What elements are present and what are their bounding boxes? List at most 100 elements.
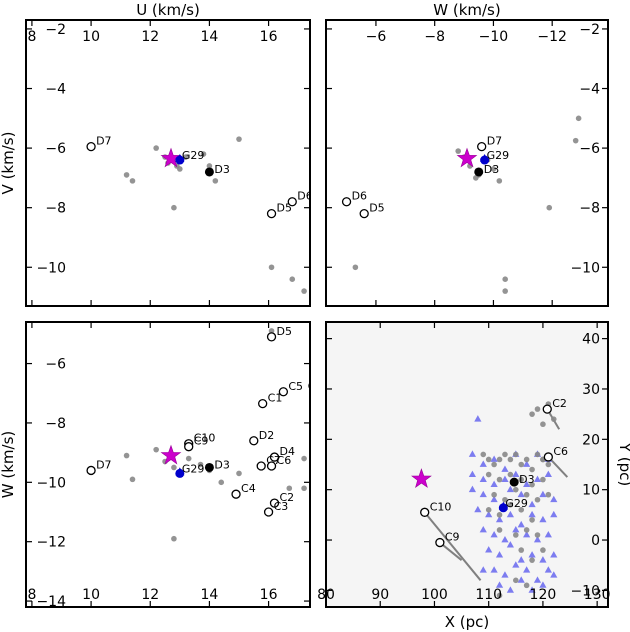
point-label: D6 xyxy=(297,306,312,319)
grey-point xyxy=(502,496,508,503)
grey-point xyxy=(545,491,552,498)
grey-point xyxy=(616,532,622,538)
open-point xyxy=(542,404,552,414)
open-point xyxy=(256,461,266,471)
y-axis-label: Y (pc) xyxy=(616,442,630,486)
point-label: D3 xyxy=(519,473,534,486)
triangle-point xyxy=(490,455,498,462)
open-point xyxy=(184,442,194,452)
grey-point xyxy=(518,507,525,513)
open-point xyxy=(231,489,241,499)
grey-point xyxy=(455,148,461,154)
open-point xyxy=(269,498,280,508)
point-label: C1 xyxy=(268,392,283,405)
grey-point xyxy=(513,577,519,584)
grey-point xyxy=(518,461,525,468)
x-tick-label: −6 xyxy=(366,29,387,45)
grey-point xyxy=(572,137,579,144)
grey-point xyxy=(540,421,546,428)
x-tick-label: −12 xyxy=(537,29,567,45)
grey-point xyxy=(268,328,275,334)
y-tick-label: −4 xyxy=(45,82,66,98)
triangle-point xyxy=(512,561,520,568)
triangle-point xyxy=(490,530,498,538)
open-point xyxy=(258,398,268,409)
grey-point xyxy=(529,481,535,488)
panel-frame xyxy=(325,19,609,307)
grey-point xyxy=(200,151,207,157)
point-label: G29 xyxy=(182,462,205,475)
grey-point xyxy=(185,455,192,462)
x-tick-label: 90 xyxy=(371,587,389,603)
open-point xyxy=(287,197,297,207)
y-axis-label: V (km/s) xyxy=(0,132,17,195)
triangle-point xyxy=(474,415,482,422)
star-marker xyxy=(160,147,182,168)
triangle-point xyxy=(479,525,487,533)
grey-point xyxy=(473,175,479,181)
x-tick-label: 80 xyxy=(317,587,335,603)
triangle-point xyxy=(479,475,487,483)
grey-point xyxy=(518,476,525,483)
triangle-point xyxy=(550,495,558,503)
grey-point xyxy=(529,557,535,563)
triangle-point xyxy=(512,470,520,477)
black-point xyxy=(509,477,519,487)
point-label: D7 xyxy=(96,135,111,148)
x-tick-label: 16 xyxy=(260,29,278,45)
triangle-point xyxy=(544,530,552,538)
triangle-point xyxy=(485,510,493,518)
point-label: D7 xyxy=(487,135,502,148)
grey-point xyxy=(502,451,508,458)
point-label: C10 xyxy=(430,500,452,513)
grey-point xyxy=(206,163,213,169)
grey-point xyxy=(496,456,503,463)
triangle-point xyxy=(544,566,552,573)
x-tick-label: 10 xyxy=(82,29,100,45)
triangle-point xyxy=(468,450,477,457)
point-label: D3 xyxy=(214,163,229,176)
triangle-point xyxy=(468,485,477,493)
triangle-point xyxy=(523,460,531,467)
y-tick-label: −8 xyxy=(579,201,600,217)
y-tick-label: −12 xyxy=(36,535,66,551)
grey-point xyxy=(540,547,546,553)
triangle-point xyxy=(517,576,525,583)
triangle-point xyxy=(479,566,487,573)
point-label: D5 xyxy=(277,202,292,215)
triangle-point xyxy=(550,510,558,518)
grey-point xyxy=(171,204,177,211)
grey-point xyxy=(545,461,552,468)
grey-point xyxy=(513,486,519,493)
y-tick-label: −6 xyxy=(45,141,66,157)
x-tick-label: 120 xyxy=(530,587,557,603)
grey-point xyxy=(496,178,503,184)
grey-point xyxy=(523,456,530,463)
triangle-point xyxy=(528,510,536,518)
triangle-point xyxy=(506,586,514,593)
triangle-point xyxy=(539,490,547,498)
open-point xyxy=(341,197,352,207)
point-label: C2 xyxy=(552,397,567,410)
grey-point xyxy=(523,491,530,498)
grey-point xyxy=(496,527,503,533)
x-tick-label: −10 xyxy=(479,29,509,45)
grey-point xyxy=(197,461,204,468)
triangle-point xyxy=(479,490,487,498)
grey-point xyxy=(502,276,508,282)
y-tick-label: −10 xyxy=(570,260,600,276)
grey-point xyxy=(534,496,541,503)
star-marker xyxy=(411,468,432,488)
x-tick-label: −8 xyxy=(424,29,445,45)
grey-point xyxy=(534,451,541,458)
point-label: C9 xyxy=(194,435,209,448)
x-axis-label: W (km/s) xyxy=(433,1,500,19)
y-tick-label: −4 xyxy=(579,82,600,98)
y-tick-label: −6 xyxy=(579,141,600,157)
x-tick-label: 16 xyxy=(260,587,278,603)
triangle-point xyxy=(490,566,498,573)
